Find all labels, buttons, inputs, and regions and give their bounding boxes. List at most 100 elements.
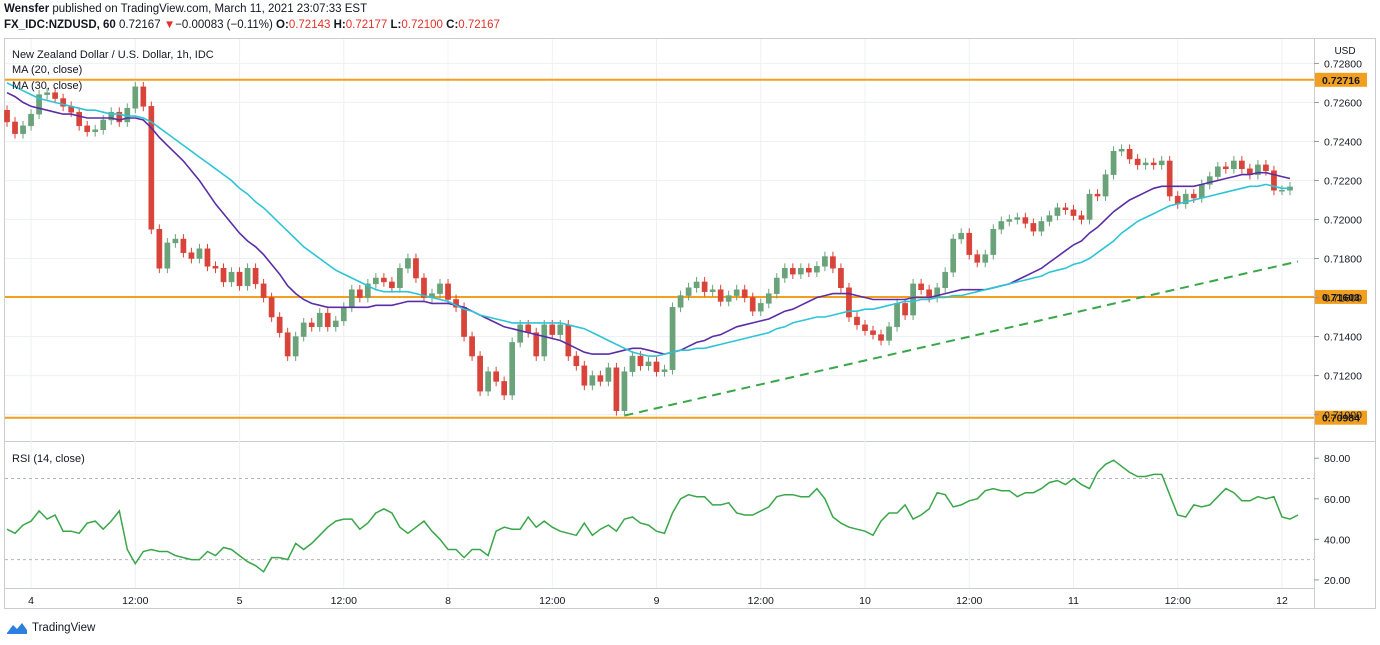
author-name[interactable]: Wensfer (4, 3, 50, 15)
candle-body (389, 281, 395, 289)
time-tick-label: 12:00 (539, 595, 565, 607)
tradingview-logo-icon (7, 623, 27, 634)
candle-body (1255, 164, 1261, 175)
candle-body (573, 355, 580, 367)
time-tick-label: 12:00 (331, 595, 357, 607)
candle-body (1110, 150, 1117, 175)
price-tick-label: 0.72000 (1324, 214, 1362, 226)
candle-body (1142, 162, 1149, 166)
candle-body (356, 289, 363, 298)
candle-body (1046, 215, 1053, 222)
candle-body (421, 277, 427, 298)
level-label: 0.72716 (1322, 75, 1360, 87)
candle-body (1263, 164, 1269, 171)
candle-body (1038, 221, 1045, 232)
chart-title: New Zealand Dollar / U.S. Dollar, 1h, ID… (12, 49, 214, 61)
candle-body (1062, 207, 1069, 210)
candle-body (364, 283, 371, 298)
tradingview-footer[interactable]: TradingView (6, 621, 95, 635)
candle-body (164, 242, 171, 269)
candle-body (212, 266, 219, 269)
rsi-tick-label: 40.00 (1324, 534, 1350, 546)
candle-body (132, 86, 139, 109)
legend-ma30[interactable]: MA (30, close) (12, 80, 82, 92)
candle-body (1279, 189, 1285, 192)
candle-body (4, 109, 10, 123)
rsi-tick-label: 60.00 (1324, 494, 1350, 506)
quote-line: FX_IDC:NZDUSD, 60 0.72167 ▼−0.00083 (−0.… (4, 19, 500, 31)
candle-body (942, 271, 949, 289)
time-tick-label: 10 (859, 595, 871, 607)
time-tick-label: 12 (1276, 595, 1288, 607)
price-tick-label: 0.72400 (1324, 136, 1362, 148)
candle-body (1239, 160, 1245, 170)
candle-body (1150, 162, 1157, 166)
candle-body (797, 268, 804, 275)
candle-body (1206, 176, 1213, 185)
time-tick-label: 11 (1068, 595, 1079, 607)
candle-body (605, 367, 612, 382)
candle-body (1271, 170, 1277, 191)
candle-body (44, 92, 50, 95)
candle-body (413, 258, 419, 279)
close-value: 0.72167 (458, 19, 500, 31)
candle-body (12, 121, 18, 134)
candle-body (1030, 223, 1037, 232)
candle-body (509, 342, 516, 396)
candle-body (894, 303, 900, 328)
candle-body (701, 281, 708, 292)
candle-body (541, 324, 548, 357)
candle-body (1134, 158, 1141, 166)
candle-body (773, 277, 780, 294)
candle-body (381, 277, 387, 283)
candle-body (252, 268, 259, 285)
candle-body (316, 312, 323, 328)
candle-body (990, 228, 997, 255)
candle-body (340, 307, 347, 322)
candle-body (733, 289, 740, 296)
candle-body (1214, 166, 1221, 177)
candle-body (886, 326, 892, 341)
level-label-box (1315, 72, 1367, 87)
candle-body (300, 322, 307, 337)
candle-body (741, 289, 748, 298)
candle-body (276, 316, 283, 333)
candle-body (20, 125, 26, 134)
ma20-line (6, 91, 1291, 355)
candle-body (1166, 160, 1173, 197)
low-value: 0.72100 (401, 19, 443, 31)
candle-body (1198, 184, 1205, 199)
candle-body (822, 256, 828, 267)
candle-body (180, 238, 187, 253)
candle-body (629, 355, 636, 372)
time-tick-label: 12:00 (956, 595, 982, 607)
grid-lines (5, 39, 1314, 588)
candle-body (373, 277, 379, 285)
axis-labels: 0.72800 0.72600 0.72400 0.72200 0.72000 0.718… (28, 58, 1362, 607)
candle-body (549, 324, 556, 335)
candle-body (76, 111, 83, 127)
candle-body (501, 381, 508, 396)
legend-rsi[interactable]: RSI (14, close) (12, 453, 85, 465)
rsi-tick-label: 20.00 (1324, 575, 1350, 587)
candle-body (982, 254, 989, 263)
time-tick-label: 12:00 (122, 595, 148, 607)
candle-body (669, 307, 676, 370)
candle-body (493, 371, 499, 382)
candle-body (1014, 217, 1021, 220)
candle-body (806, 268, 812, 273)
candle-body (1078, 215, 1085, 220)
candle-body (244, 268, 251, 287)
legend-ma20[interactable]: MA (20, close) (12, 64, 82, 76)
candle-body (517, 324, 524, 343)
level-label-box (1315, 289, 1367, 304)
candle-body (565, 324, 572, 357)
candle-body (918, 283, 924, 290)
candle-body (814, 266, 820, 273)
time-tick-label: 8 (445, 595, 451, 607)
time-tick-label: 12:00 (1165, 595, 1191, 607)
price-tick-label: 0.71800 (1324, 254, 1362, 266)
candle-body (397, 268, 403, 289)
candle-body (60, 98, 66, 107)
